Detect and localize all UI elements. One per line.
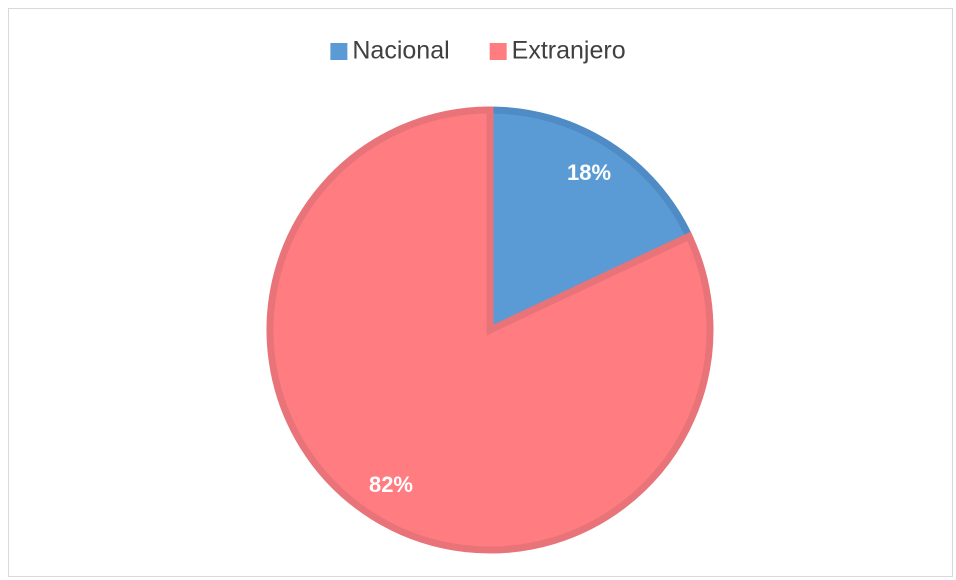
legend-swatch: [330, 43, 348, 60]
pie-slice: [266, 106, 714, 554]
labels: 18% 82%: [369, 160, 611, 497]
pie-slice: [486, 106, 694, 336]
value-label: 18%: [567, 160, 611, 185]
value-label: 82%: [369, 472, 413, 497]
legend-swatch: [489, 43, 507, 60]
pie: [266, 106, 714, 554]
legend-label: Nacional: [352, 37, 449, 65]
legend: Nacional Extranjero: [330, 37, 626, 65]
legend-label: Extranjero: [512, 37, 626, 65]
